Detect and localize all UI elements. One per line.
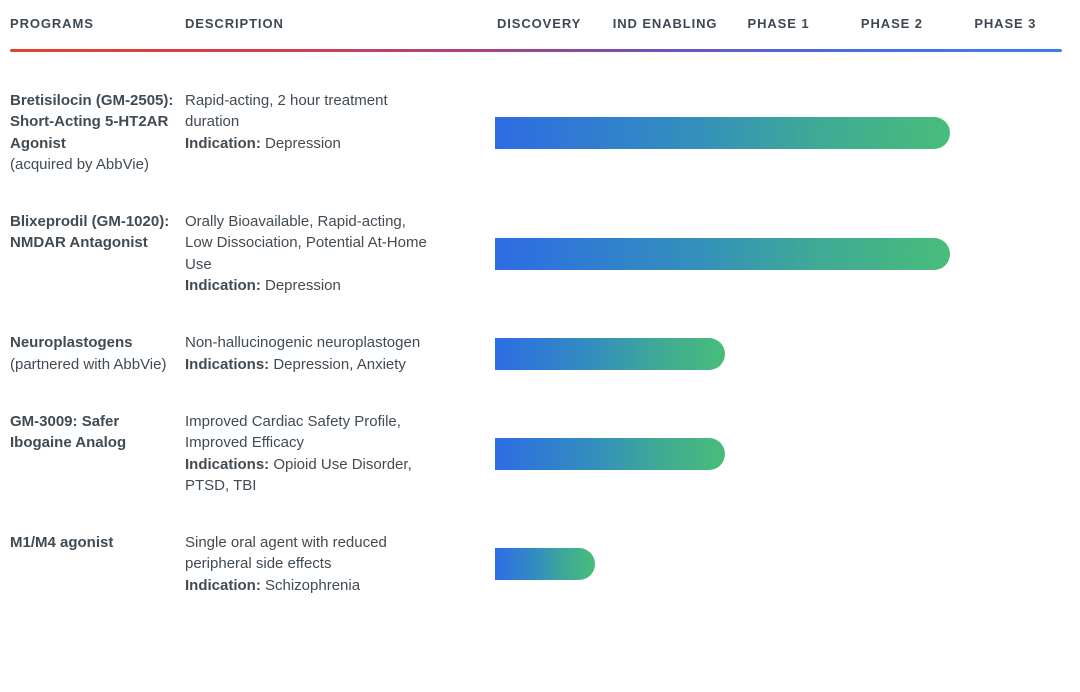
indication-label: Indication:: [185, 576, 261, 594]
program-note: (acquired by AbbVie): [10, 155, 149, 173]
program-cell: Blixeprodil (GM-1020): NMDAR Antagonist: [10, 211, 185, 296]
progress-bar-m1m4: [495, 548, 595, 581]
column-header-programs: PROGRAMS: [10, 16, 94, 31]
indication-label: Indication:: [185, 134, 261, 152]
progress-bar-gm1020: [495, 237, 950, 270]
description-cell: Improved Cardiac Safety Profile, Improve…: [185, 411, 495, 496]
program-name: Blixeprodil (GM-1020): NMDAR Antagonist: [10, 213, 170, 252]
column-header-phase-3: PHASE 3: [974, 16, 1037, 31]
program-cell: M1/M4 agonist: [10, 532, 185, 596]
column-header-description: DESCRIPTION: [185, 16, 284, 31]
indication-value: Depression: [265, 277, 341, 295]
timeline-cell: [495, 332, 1062, 375]
pipeline-header: PROGRAMS DESCRIPTION DISCOVERY IND ENABL…: [10, 16, 1062, 31]
pipeline-rows: Bretisilocin (GM-2505): Short-Acting 5-H…: [10, 90, 1062, 596]
stage-headers: DISCOVERY IND ENABLING PHASE 1 PHASE 2 P…: [495, 16, 1062, 31]
program-name: Neuroplastogens: [10, 334, 133, 352]
description-text: Rapid-acting, 2 hour treatment duration: [185, 92, 388, 131]
pipeline-row-gm3009: GM-3009: Safer Ibogaine Analog Improved …: [10, 411, 1062, 496]
gradient-divider: [10, 49, 1062, 52]
timeline-cell: [495, 211, 1062, 296]
description-cell: Non-hallucinogenic neuroplastogen Indica…: [185, 332, 495, 375]
progress-bar-gm2505: [495, 116, 950, 149]
pipeline-row-gm1020: Blixeprodil (GM-1020): NMDAR Antagonist …: [10, 211, 1062, 296]
column-header-phase-2: PHASE 2: [860, 16, 923, 31]
indication-line: Indications: Depression, Anxiety: [185, 356, 406, 373]
indication-label: Indications:: [185, 455, 270, 473]
description-text: Improved Cardiac Safety Profile, Improve…: [185, 412, 401, 452]
program-name: GM-3009: Safer Ibogaine Analog: [10, 412, 127, 452]
timeline-cell: [495, 90, 1062, 175]
column-header-discovery: DISCOVERY: [497, 16, 582, 31]
indication-line: Indication: Depression: [185, 135, 341, 152]
program-note: (partnered with AbbVie): [10, 355, 167, 373]
indication-label: Indications:: [185, 355, 270, 373]
pipeline-row-gm2505: Bretisilocin (GM-2505): Short-Acting 5-H…: [10, 90, 1062, 175]
indication-line: Indications: Opioid Use Disorder, PTSD, …: [185, 456, 412, 494]
indication-value: Opioid Use Disorder, PTSD, TBI: [185, 455, 412, 494]
indication-line: Indication: Depression: [185, 277, 341, 294]
description-cell: Single oral agent with reduced periphera…: [185, 532, 495, 596]
column-header-phase-1: PHASE 1: [747, 16, 810, 31]
program-cell: GM-3009: Safer Ibogaine Analog: [10, 411, 185, 496]
progress-bar-gm3009: [495, 437, 725, 470]
description-text: Single oral agent with reduced periphera…: [185, 534, 387, 573]
description-text: Orally Bioavailable, Rapid-acting, Low D…: [185, 213, 427, 273]
timeline-cell: [495, 411, 1062, 496]
program-name: M1/M4 agonist: [10, 534, 114, 552]
timeline-cell: [495, 532, 1062, 596]
column-header-ind-enabling: IND ENABLING: [612, 16, 718, 31]
indication-value: Schizophrenia: [265, 576, 361, 594]
indication-label: Indication:: [185, 277, 261, 295]
program-cell: Neuroplastogens (partnered with AbbVie): [10, 332, 185, 375]
pipeline-row-m1m4: M1/M4 agonist Single oral agent with red…: [10, 532, 1062, 596]
program-name: Bretisilocin (GM-2505): Short-Acting 5-H…: [10, 92, 174, 152]
description-cell: Orally Bioavailable, Rapid-acting, Low D…: [185, 211, 495, 296]
description-text: Non-hallucinogenic neuroplastogen: [185, 334, 421, 352]
indication-line: Indication: Schizophrenia: [185, 577, 360, 594]
description-cell: Rapid-acting, 2 hour treatment duration …: [185, 90, 495, 175]
pipeline-row-neuroplastogens: Neuroplastogens (partnered with AbbVie) …: [10, 332, 1062, 375]
program-cell: Bretisilocin (GM-2505): Short-Acting 5-H…: [10, 90, 185, 175]
indication-value: Depression, Anxiety: [273, 355, 406, 373]
indication-value: Depression: [265, 134, 341, 152]
progress-bar-neuroplastogens: [495, 337, 725, 370]
